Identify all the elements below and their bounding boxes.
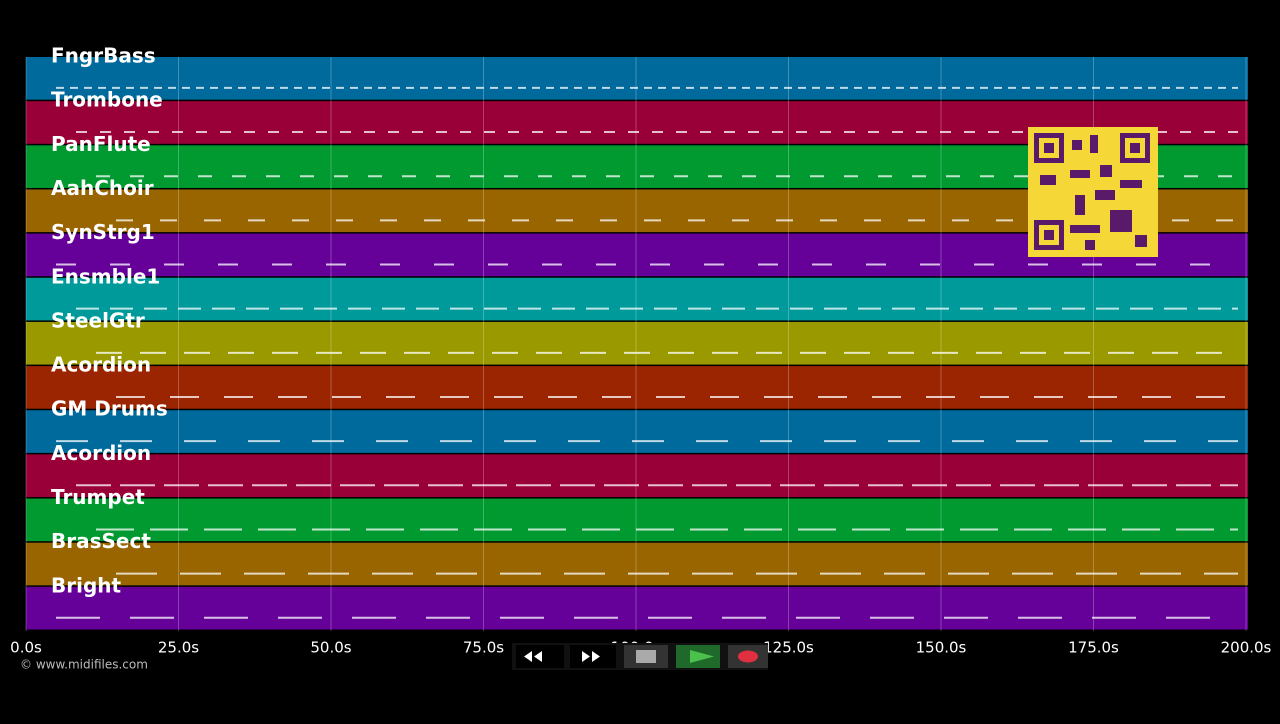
track-band xyxy=(26,366,1248,409)
rewind-button[interactable] xyxy=(516,645,564,668)
track-label: Trumpet xyxy=(51,485,145,509)
tick-label: 150.0s xyxy=(916,639,967,657)
track-label: PanFlute xyxy=(51,132,151,156)
tick-label: 0.0s xyxy=(10,639,42,657)
tick-label: 75.0s xyxy=(463,639,504,657)
track-label: Bright xyxy=(51,573,122,597)
track-band xyxy=(26,57,1248,100)
stop-button[interactable] xyxy=(624,645,668,668)
track-band xyxy=(26,498,1248,542)
track-label: FngrBass xyxy=(51,44,156,68)
track-band xyxy=(26,321,1248,365)
tick-label: 25.0s xyxy=(158,639,199,657)
track-label: SynStrg1 xyxy=(51,220,155,244)
qr-code xyxy=(1028,127,1158,257)
track-band xyxy=(26,277,1248,321)
track-label: AahChoir xyxy=(51,176,154,200)
track-label: Trombone xyxy=(51,88,163,112)
tick-label: 175.0s xyxy=(1068,639,1119,657)
forward-button[interactable] xyxy=(570,645,616,668)
credit: © www.midifiles.com xyxy=(20,658,148,672)
record-button[interactable] xyxy=(728,645,768,668)
tick-label: 200.0s xyxy=(1221,639,1272,657)
time-grid xyxy=(25,57,1247,631)
track-label: Ensmble1 xyxy=(51,264,160,288)
tick-label: 125.0s xyxy=(763,639,814,657)
track-label: BrasSect xyxy=(51,529,151,553)
transport-controls xyxy=(512,643,768,670)
track-band xyxy=(26,454,1248,498)
track-label: Acordion xyxy=(51,353,151,377)
track-band xyxy=(26,586,1248,630)
tick-label: 50.0s xyxy=(310,639,351,657)
track-band xyxy=(26,542,1248,586)
track-label: SteelGtr xyxy=(51,308,145,332)
play-button[interactable] xyxy=(676,645,720,668)
track-label: Acordion xyxy=(51,441,151,465)
track-label: GM Drums xyxy=(51,397,168,421)
track-labels: FngrBass Trombone PanFlute AahChoir SynStrg1… xyxy=(51,44,168,598)
track-band xyxy=(26,410,1248,453)
